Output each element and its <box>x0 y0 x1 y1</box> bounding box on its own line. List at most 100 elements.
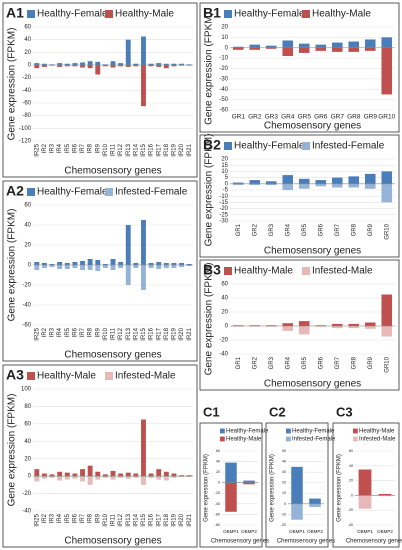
bar <box>163 263 169 265</box>
y-tick-label: 40 <box>282 460 286 464</box>
x-tick-label: IR16 <box>149 513 155 526</box>
x-tick-label: OBMP2 <box>307 529 323 534</box>
legend-label: Healthy-Male <box>359 429 395 435</box>
bar <box>298 47 310 53</box>
x-tick-label: GR6 <box>318 356 324 369</box>
x-tick-label: GR3 <box>265 114 279 121</box>
y-tick-label: -60 <box>22 101 31 107</box>
y-tick-label: -40 <box>22 88 31 94</box>
x-tick-label: IR15 <box>141 327 147 340</box>
y-axis-label: Gene expression (FPKM) <box>7 209 18 322</box>
bar <box>163 265 169 268</box>
y-tick-label: -15 <box>219 200 228 206</box>
x-tick-label: GR9 <box>368 223 374 236</box>
bar <box>232 47 244 50</box>
bar <box>378 495 392 497</box>
bar <box>64 63 70 65</box>
x-axis-label: Chemosensory genes <box>264 121 361 132</box>
x-axis-label: Chemosensory genes <box>64 350 161 361</box>
y-tick-label: -20 <box>22 75 31 81</box>
y-tick-label: 40 <box>24 37 31 43</box>
bar <box>41 476 47 479</box>
x-tick-label: IR3 <box>50 513 56 523</box>
bar <box>179 265 185 267</box>
panel-border <box>199 134 400 258</box>
x-tick-label: IR16 <box>149 143 155 156</box>
y-tick-label: -20 <box>281 523 286 527</box>
x-tick-label: GR3 <box>269 356 275 369</box>
x-tick-label: IR10 <box>103 513 109 526</box>
y-tick-label: 0 <box>225 45 229 51</box>
bar <box>141 65 146 107</box>
x-tick-label: IR17 <box>156 143 162 156</box>
y-tick-label: 20 <box>24 50 31 56</box>
x-tick-label: GR7 <box>331 114 345 121</box>
panel-border <box>332 422 400 548</box>
bar <box>118 63 124 65</box>
x-tick-label: GR7 <box>335 356 341 369</box>
legend-label: Healthy-Female <box>226 429 269 435</box>
bar <box>80 62 85 65</box>
y-tick-label: 0 <box>284 502 286 506</box>
bar <box>110 476 116 480</box>
bar <box>298 178 310 184</box>
y-tick-label: -100 <box>19 126 32 132</box>
y-axis-label: Gene expression (FPKM) <box>7 394 18 507</box>
panel-title: B2 <box>203 137 221 153</box>
bar <box>34 262 40 265</box>
panel-title: C1 <box>203 404 220 419</box>
x-tick-label: IR19 <box>172 327 178 340</box>
bar <box>41 65 47 67</box>
legend-label: Infested-Male <box>115 371 176 382</box>
x-tick-label: IR6 <box>72 327 78 337</box>
legend-label: Healthy-Male <box>115 9 174 20</box>
panel-border <box>2 364 198 548</box>
y-tick-label: -60 <box>22 323 31 329</box>
y-tick-label: -40 <box>22 509 31 515</box>
bar <box>133 476 139 478</box>
bar <box>41 63 47 65</box>
panel-border <box>265 422 329 548</box>
bar <box>49 265 55 267</box>
x-tick-label: GR3 <box>269 223 275 236</box>
y-tick-label: -40 <box>22 303 31 309</box>
x-tick-label: GR10 <box>384 223 390 239</box>
x-tick-label: IR20 <box>179 513 185 526</box>
x-tick-label: GR6 <box>318 223 324 236</box>
bar <box>163 65 169 69</box>
bar <box>49 474 55 477</box>
bar <box>41 473 47 477</box>
y-tick-label: 60 <box>216 449 220 453</box>
bar <box>80 65 85 68</box>
legend-label: Healthy-Female <box>37 9 108 20</box>
bar <box>179 476 185 478</box>
bar <box>72 473 78 477</box>
y-tick-label: 0 <box>28 63 32 69</box>
bar <box>179 263 185 265</box>
bar <box>315 47 327 51</box>
legend-swatch <box>27 10 35 18</box>
y-tick-label: 20 <box>282 481 286 485</box>
bar <box>148 65 154 67</box>
y-tick-label: -10 <box>281 512 286 516</box>
bar <box>348 326 360 329</box>
x-tick-label: IR11 <box>111 143 117 156</box>
x-tick-label: GR2 <box>252 223 258 236</box>
legend-swatch <box>27 372 35 380</box>
bar <box>49 476 55 478</box>
x-tick-label: IR21 <box>187 513 193 526</box>
y-tick-label: 100 <box>21 387 32 393</box>
bar <box>156 265 162 269</box>
x-tick-label: IR19 <box>172 513 178 526</box>
bar <box>163 471 169 477</box>
x-tick-label: GR10 <box>384 356 390 372</box>
bar <box>95 61 101 65</box>
bar <box>232 325 244 326</box>
y-tick-label: 40 <box>349 464 353 468</box>
x-tick-label: GR5 <box>298 114 312 121</box>
x-tick-label: GR7 <box>335 223 341 236</box>
y-tick-label: -120 <box>19 139 32 145</box>
bar <box>72 476 78 479</box>
bar <box>87 259 93 265</box>
y-tick-label: 20 <box>221 157 228 163</box>
